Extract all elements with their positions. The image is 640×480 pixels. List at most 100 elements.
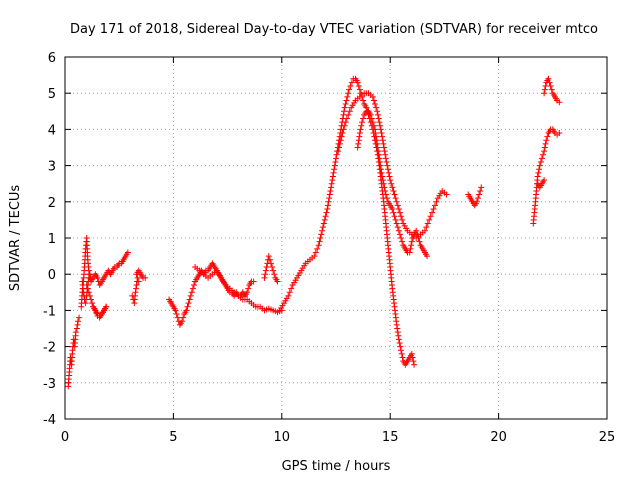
data-point [345,111,352,118]
data-point [263,263,270,270]
data-point [354,144,361,151]
data-point [556,130,563,137]
data-point [383,158,390,165]
data-point [186,296,193,303]
data-point [325,198,332,205]
data-point [374,108,381,115]
series-f3 [541,75,563,106]
data-point [406,249,413,256]
data-point [174,314,181,321]
data-point [133,282,140,289]
data-point [543,137,550,144]
data-point [356,130,363,137]
data-point [355,140,362,147]
data-point [379,137,386,144]
data-point [134,274,141,281]
data-point [377,162,384,169]
data-point [330,169,337,176]
data-point [372,126,379,133]
data-point [541,86,548,93]
data-point [74,321,81,328]
data-point [540,151,547,158]
data-point [368,115,375,122]
data-point [288,285,295,292]
y-tick-label: 3 [48,160,56,175]
data-point [393,198,400,205]
y-tick-label: -4 [43,413,56,428]
data-point [369,119,376,126]
data-point [269,263,276,270]
data-point [381,184,388,191]
data-point [429,209,436,216]
data-point [379,177,386,184]
data-point [133,285,140,292]
data-point [76,314,83,321]
x-tick-label: 25 [599,430,616,445]
data-point [311,253,318,260]
data-point [541,148,548,155]
series-e1 [465,184,485,209]
data-point [336,140,343,147]
data-point [381,148,388,155]
data-point [546,79,553,86]
data-point [333,151,340,158]
y-tick-label: 4 [48,123,56,138]
data-point [473,198,480,205]
data-point [424,220,431,227]
y-tick-label: -1 [43,304,56,319]
data-point [326,191,333,198]
data-points [65,75,563,390]
data-point [384,162,391,169]
data-point [477,187,484,194]
data-point [359,119,366,126]
data-point [319,227,326,234]
data-point [348,79,355,86]
data-point [443,191,450,198]
data-point [73,325,80,332]
x-tick-label: 5 [169,430,177,445]
data-point [286,289,293,296]
data-point [360,115,367,122]
data-point [285,292,292,299]
data-point [399,354,406,361]
data-point [430,206,437,213]
series-d3 [354,108,431,260]
data-point [409,235,416,241]
data-point [358,122,365,129]
data-point [270,267,277,274]
data-point [395,332,402,339]
data-point [261,274,268,281]
data-point [343,97,350,104]
data-point [388,180,395,187]
data-point [382,151,389,158]
data-point [345,90,352,97]
data-point [103,303,110,310]
data-point [424,253,431,260]
data-point [183,307,190,314]
data-point [344,93,351,100]
data-point [82,300,89,307]
data-point [341,104,348,111]
data-point [547,82,554,89]
data-point [544,133,551,140]
series-f1 [530,126,563,227]
data-point [373,104,380,111]
data-point [538,155,545,162]
data-point [393,321,400,328]
data-point [333,155,339,162]
data-point [346,108,353,115]
x-tick-label: 10 [274,430,291,445]
y-tick-label: 1 [48,232,56,247]
x-axis-label: GPS time / hours [282,459,391,474]
data-point [478,184,485,191]
data-point [379,133,386,140]
data-point [556,99,563,106]
data-point [398,347,405,354]
data-point [391,191,398,198]
series-d2 [335,90,450,241]
y-tick-label: 6 [48,51,56,66]
data-point [328,184,335,191]
data-point [188,289,195,296]
data-point [399,238,406,245]
